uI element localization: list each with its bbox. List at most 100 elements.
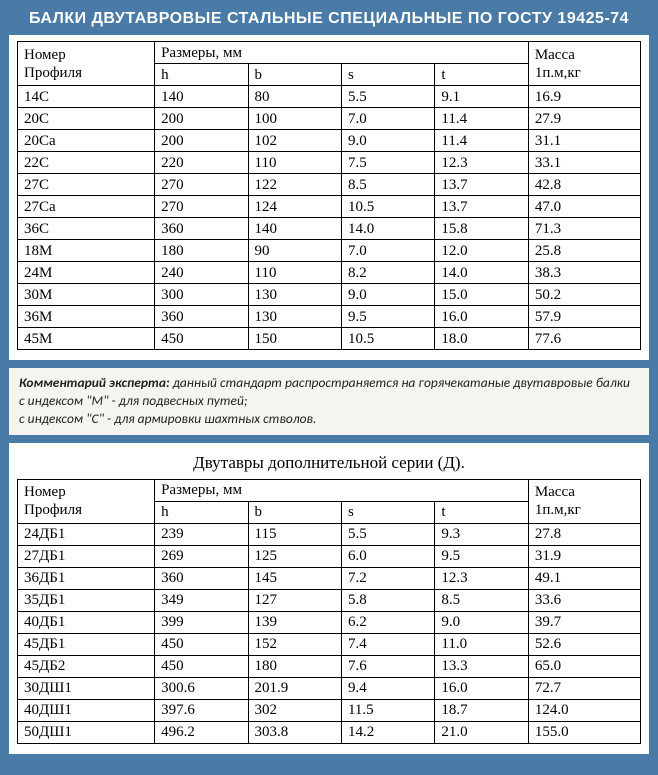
cell-h: 269 [155, 545, 248, 567]
cell-s: 6.0 [341, 545, 434, 567]
cell-mass: 57.9 [528, 306, 640, 328]
cell-mass: 27.8 [528, 523, 640, 545]
table-row: 36ДБ13601457.212.349.1 [18, 567, 641, 589]
cell-b: 124 [248, 196, 341, 218]
col-h-header: h [155, 64, 248, 86]
cell-h: 300.6 [155, 677, 248, 699]
cell-b: 139 [248, 611, 341, 633]
table2-panel: Двутавры дополнительной серии (Д). Номер… [8, 442, 650, 755]
cell-s: 7.0 [341, 108, 434, 130]
col-h-header: h [155, 501, 248, 523]
cell-h: 200 [155, 130, 248, 152]
table-row: 36М3601309.516.057.9 [18, 306, 641, 328]
cell-h: 239 [155, 523, 248, 545]
cell-s: 9.5 [341, 306, 434, 328]
cell-t: 14.0 [435, 262, 528, 284]
cell-t: 12.0 [435, 240, 528, 262]
cell-h: 140 [155, 86, 248, 108]
cell-b: 102 [248, 130, 341, 152]
cell-b: 80 [248, 86, 341, 108]
table-row: 24ДБ12391155.59.327.8 [18, 523, 641, 545]
table-row: 40ДШ1397.630211.518.7124.0 [18, 699, 641, 721]
cell-h: 270 [155, 196, 248, 218]
cell-profile: 14С [18, 86, 155, 108]
cell-t: 13.7 [435, 196, 528, 218]
cell-mass: 38.3 [528, 262, 640, 284]
col-mass-header: Масса 1п.м,кг [528, 479, 640, 523]
cell-b: 125 [248, 545, 341, 567]
comment-line2: с индексом "М" - для подвесных путей; [19, 392, 248, 409]
table-row: 20С2001007.011.427.9 [18, 108, 641, 130]
table-row: 35ДБ13491275.88.533.6 [18, 589, 641, 611]
cell-h: 450 [155, 655, 248, 677]
page-root: БАЛКИ ДВУТАВРОВЫЕ СТАЛЬНЫЕ СПЕЦИАЛЬНЫЕ П… [0, 0, 658, 765]
table-row: 45ДБ24501807.613.365.0 [18, 655, 641, 677]
cell-s: 14.2 [341, 721, 434, 743]
cell-h: 300 [155, 284, 248, 306]
table-row: 45ДБ14501527.411.052.6 [18, 633, 641, 655]
cell-mass: 47.0 [528, 196, 640, 218]
cell-mass: 72.7 [528, 677, 640, 699]
cell-profile: 22С [18, 152, 155, 174]
cell-t: 16.0 [435, 677, 528, 699]
cell-h: 180 [155, 240, 248, 262]
cell-profile: 30М [18, 284, 155, 306]
cell-b: 140 [248, 218, 341, 240]
cell-profile: 27Са [18, 196, 155, 218]
cell-h: 399 [155, 611, 248, 633]
cell-mass: 33.6 [528, 589, 640, 611]
table-row: 22С2201107.512.333.1 [18, 152, 641, 174]
spec-table-1: Номер Профиля Размеры, мм Масса 1п.м,кг … [17, 41, 641, 350]
cell-profile: 20С [18, 108, 155, 130]
cell-mass: 39.7 [528, 611, 640, 633]
cell-mass: 77.6 [528, 328, 640, 350]
cell-mass: 25.8 [528, 240, 640, 262]
col-t-header: t [435, 501, 528, 523]
table-row: 40ДБ13991396.29.039.7 [18, 611, 641, 633]
cell-b: 180 [248, 655, 341, 677]
cell-b: 130 [248, 284, 341, 306]
cell-s: 7.5 [341, 152, 434, 174]
cell-profile: 40ДШ1 [18, 699, 155, 721]
cell-h: 240 [155, 262, 248, 284]
cell-profile: 50ДШ1 [18, 721, 155, 743]
cell-s: 7.0 [341, 240, 434, 262]
spec-table-2: Номер Профиля Размеры, мм Масса 1п.м,кг … [17, 479, 641, 744]
cell-b: 152 [248, 633, 341, 655]
cell-b: 122 [248, 174, 341, 196]
cell-t: 8.5 [435, 589, 528, 611]
cell-profile: 35ДБ1 [18, 589, 155, 611]
cell-profile: 45ДБ1 [18, 633, 155, 655]
cell-profile: 36С [18, 218, 155, 240]
cell-h: 360 [155, 306, 248, 328]
cell-h: 360 [155, 218, 248, 240]
table-row: 30М3001309.015.050.2 [18, 284, 641, 306]
cell-s: 14.0 [341, 218, 434, 240]
cell-mass: 155.0 [528, 721, 640, 743]
col-dims-header: Размеры, мм [155, 479, 529, 501]
cell-s: 7.4 [341, 633, 434, 655]
cell-t: 9.1 [435, 86, 528, 108]
cell-profile: 24М [18, 262, 155, 284]
cell-b: 150 [248, 328, 341, 350]
cell-mass: 31.9 [528, 545, 640, 567]
cell-profile: 27ДБ1 [18, 545, 155, 567]
col-t-header: t [435, 64, 528, 86]
table-row: 50ДШ1496.2303.814.221.0155.0 [18, 721, 641, 743]
table-row: 30ДШ1300.6201.99.416.072.7 [18, 677, 641, 699]
cell-t: 9.3 [435, 523, 528, 545]
cell-mass: 124.0 [528, 699, 640, 721]
cell-mass: 65.0 [528, 655, 640, 677]
table-row: 20Са2001029.011.431.1 [18, 130, 641, 152]
cell-profile: 45М [18, 328, 155, 350]
document-title: БАЛКИ ДВУТАВРОВЫЕ СТАЛЬНЫЕ СПЕЦИАЛЬНЫЕ П… [8, 6, 650, 34]
cell-s: 5.5 [341, 86, 434, 108]
cell-t: 11.4 [435, 130, 528, 152]
table-row: 27С2701228.513.742.8 [18, 174, 641, 196]
cell-mass: 50.2 [528, 284, 640, 306]
cell-profile: 36М [18, 306, 155, 328]
cell-t: 18.0 [435, 328, 528, 350]
cell-t: 12.3 [435, 152, 528, 174]
cell-t: 16.0 [435, 306, 528, 328]
cell-s: 10.5 [341, 328, 434, 350]
